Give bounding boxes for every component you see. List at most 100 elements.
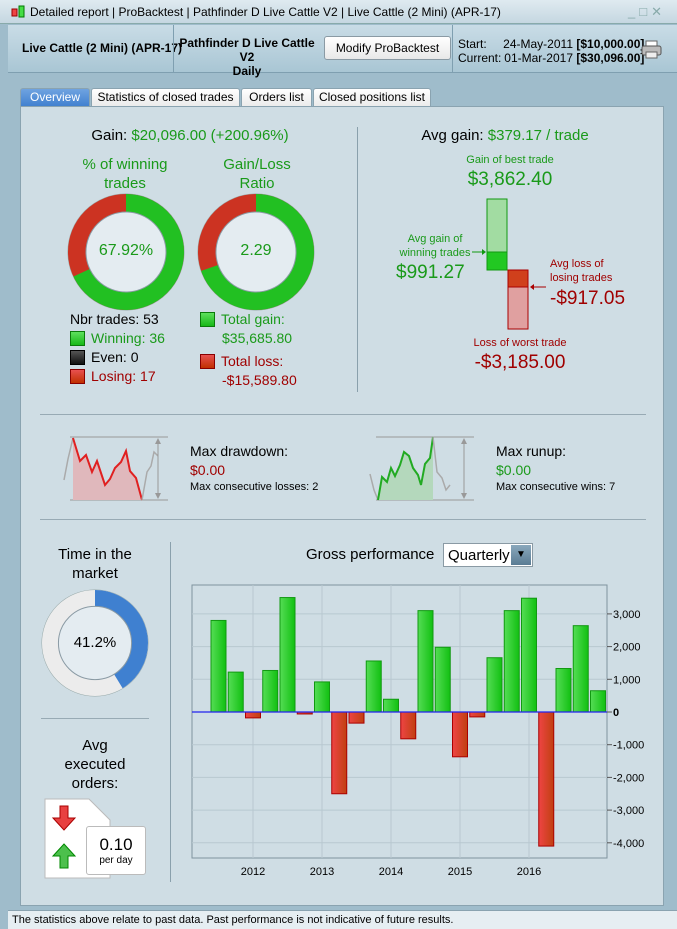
y-tick-label: 2,000 bbox=[613, 642, 641, 654]
modify-probacktest-button[interactable]: Modify ProBacktest bbox=[324, 36, 451, 60]
divider bbox=[40, 519, 646, 520]
drawdown-sparkline bbox=[63, 436, 168, 501]
performance-bar bbox=[434, 646, 451, 713]
period-select[interactable]: Quarterly ▼ bbox=[443, 543, 533, 567]
worst-trade-value: -$3,185.00 bbox=[474, 352, 566, 373]
performance-bar bbox=[590, 690, 606, 713]
donut-fill bbox=[198, 194, 314, 310]
y-tick-label: 0 bbox=[613, 707, 619, 719]
performance-bar bbox=[245, 711, 261, 719]
status-bar: The statistics above relate to past data… bbox=[8, 910, 677, 929]
y-tick-label: -1,000 bbox=[613, 740, 644, 752]
total-gain-swatch bbox=[200, 312, 215, 327]
divider bbox=[41, 718, 149, 719]
avg-loss-value: -$917.05 bbox=[550, 288, 626, 309]
window-controls[interactable]: _□✕ bbox=[628, 4, 666, 20]
avg-win-label: Avg gain of winning trades bbox=[399, 233, 471, 259]
tab-orders-list[interactable]: Orders list bbox=[241, 88, 312, 107]
y-tick-label: 3,000 bbox=[613, 609, 641, 621]
performance-bar bbox=[400, 711, 417, 740]
performance-bar bbox=[486, 657, 503, 713]
performance-bar bbox=[503, 610, 520, 713]
performance-bar bbox=[348, 711, 365, 724]
performance-bar bbox=[538, 711, 555, 847]
chevron-down-icon[interactable]: ▼ bbox=[511, 545, 531, 565]
x-tick-label: 2012 bbox=[241, 866, 265, 878]
print-icon[interactable] bbox=[641, 40, 663, 60]
nbr-trades: Nbr trades: 53 bbox=[70, 311, 159, 327]
title-bar: Detailed report | ProBacktest | Pathfind… bbox=[0, 0, 677, 24]
max-consecutive-wins: Max consecutive wins: 7 bbox=[496, 481, 616, 493]
maximize-icon[interactable]: □ bbox=[639, 4, 652, 19]
even-count: Even: 0 bbox=[91, 349, 139, 365]
winning-trades-title: % of winning trades bbox=[82, 156, 168, 192]
runup-sparkline bbox=[369, 436, 474, 501]
performance-bar bbox=[383, 698, 399, 713]
start-capital: [$10,000.00] bbox=[576, 37, 645, 51]
y-tick-label: -3,000 bbox=[613, 805, 644, 817]
timeframe: Daily bbox=[232, 64, 262, 78]
tab-closed-positions-list[interactable]: Closed positions list bbox=[313, 88, 431, 107]
performance-bar bbox=[331, 711, 348, 795]
time-in-market-donut bbox=[41, 589, 149, 697]
orders-per-day-value: 0.10 bbox=[99, 835, 133, 854]
winning-count: Winning: 36 bbox=[91, 330, 165, 346]
time-in-market-title: Time in the market bbox=[58, 546, 132, 582]
tab-overview[interactable]: Overview bbox=[20, 88, 90, 107]
sell-arrow-icon bbox=[51, 805, 77, 831]
max-runup-value: $0.00 bbox=[496, 462, 532, 478]
minimize-icon[interactable]: _ bbox=[628, 4, 640, 19]
x-tick-label: 2015 bbox=[448, 866, 472, 878]
performance-bar bbox=[262, 669, 279, 713]
start-label: Start: bbox=[458, 37, 487, 51]
divider bbox=[40, 414, 646, 415]
y-tick-label: 1,000 bbox=[613, 674, 641, 686]
x-tick-label: 2013 bbox=[310, 866, 334, 878]
total-gain-summary: Gain: $20,096.00 (+200.96%) bbox=[91, 127, 289, 144]
winning-swatch bbox=[70, 331, 85, 346]
performance-bar bbox=[279, 597, 296, 713]
plot-area bbox=[191, 584, 608, 859]
performance-bar bbox=[555, 668, 572, 713]
losing-count: Losing: 17 bbox=[91, 368, 156, 384]
max-drawdown-value: $0.00 bbox=[190, 462, 226, 478]
period-select-value: Quarterly bbox=[448, 547, 510, 564]
gross-performance-label: Gross performance bbox=[306, 546, 435, 563]
divider bbox=[170, 542, 171, 882]
performance-bar bbox=[452, 711, 468, 758]
total-gain-label: Total gain: bbox=[221, 311, 285, 327]
start-date: 24-May-2011 bbox=[503, 37, 573, 51]
gain-loss-donut bbox=[197, 193, 315, 311]
max-drawdown-label: Max drawdown: bbox=[190, 443, 289, 459]
x-tick-label: 2014 bbox=[379, 866, 403, 878]
donut-fill bbox=[42, 590, 148, 696]
instrument-name: Live Cattle (2 Mini) (APR-17) bbox=[22, 41, 183, 55]
orders-per-day-box: 0.10 per day bbox=[86, 826, 146, 875]
best-trade-value: $3,862.40 bbox=[467, 169, 553, 190]
window-title: Detailed report | ProBacktest | Pathfind… bbox=[30, 5, 501, 19]
performance-bar bbox=[314, 681, 330, 713]
y-tick-label: -4,000 bbox=[613, 838, 644, 850]
winning-pct: 67.92% bbox=[98, 242, 154, 259]
total-loss-label: Total loss: bbox=[221, 353, 284, 369]
x-tick-label: 2016 bbox=[517, 866, 541, 878]
donut-fill bbox=[68, 194, 184, 310]
performance-bar bbox=[469, 711, 486, 718]
avg-loss-label: Avg loss of losing trades bbox=[550, 258, 613, 284]
divider bbox=[357, 127, 358, 392]
performance-bar bbox=[521, 597, 537, 713]
avg-gain-summary: Avg gain: $379.17 / trade bbox=[421, 127, 589, 144]
tab-statistics-closed-trades[interactable]: Statistics of closed trades bbox=[91, 88, 240, 107]
best-trade-label: Gain of best trade bbox=[466, 154, 554, 166]
orders-per-day-unit: per day bbox=[99, 855, 133, 866]
performance-bar bbox=[210, 619, 227, 713]
total-gain-value: $35,685.80 bbox=[222, 330, 293, 346]
gain-loss-ratio-value: 2.29 bbox=[240, 242, 272, 259]
winning-trades-donut bbox=[67, 193, 185, 311]
current-capital: [$30,096.00] bbox=[576, 51, 645, 65]
total-loss-value: -$15,589.80 bbox=[222, 372, 297, 388]
close-icon[interactable]: ✕ bbox=[651, 4, 666, 19]
report-header: Live Cattle (2 Mini) (APR-17) Pathfinder… bbox=[8, 25, 677, 78]
losing-swatch bbox=[70, 369, 85, 384]
